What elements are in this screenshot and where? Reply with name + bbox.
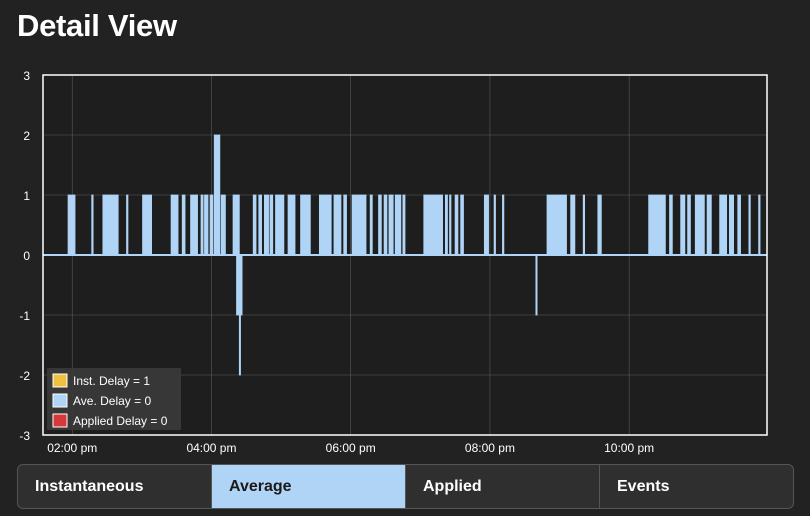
tab-applied[interactable]: Applied (406, 465, 600, 508)
legend-box (47, 368, 181, 430)
y-tick-label: 3 (23, 69, 30, 83)
series-pulse (449, 194, 452, 256)
series-pulse (648, 194, 666, 256)
series-pulse (220, 194, 226, 256)
y-tick-label: -1 (19, 309, 30, 323)
series-pulse (258, 194, 262, 256)
series-pulse (423, 194, 443, 256)
series-pulse (142, 194, 153, 256)
series-pulse (694, 194, 705, 256)
legend-swatch (52, 393, 68, 408)
x-tick-label: 06:00 pm (326, 441, 376, 455)
series-pulse (597, 194, 602, 256)
series-pulse (748, 194, 751, 256)
series-pulse (729, 194, 734, 256)
series-pulse (91, 194, 94, 256)
tab-instantaneous[interactable]: Instantaneous (18, 465, 212, 508)
y-tick-label: 0 (23, 249, 30, 263)
series-pulse (582, 194, 586, 256)
view-tabs: Instantaneous Average Applied Events (17, 464, 794, 509)
series-pulse (263, 194, 269, 256)
series-pulse (232, 194, 240, 256)
series-pulse (687, 194, 691, 256)
legend-label: Applied Delay = 0 (73, 414, 168, 428)
series-pulse (287, 194, 296, 256)
series-pulse (570, 194, 576, 256)
y-tick-label: 2 (23, 129, 30, 143)
series-pulse (402, 194, 406, 256)
x-tick-label: 02:00 pm (47, 441, 97, 455)
plot-border (42, 74, 768, 436)
x-tick-label: 04:00 pm (186, 441, 236, 455)
series-pulse (669, 194, 673, 256)
series-pulse (394, 194, 402, 256)
series-pulse (502, 194, 505, 256)
series-pulse (181, 194, 186, 256)
series-pulse (209, 194, 214, 256)
legend-label: Inst. Delay = 1 (73, 374, 150, 388)
page-title: Detail View (17, 8, 177, 43)
series-pulse (383, 194, 388, 256)
legend-swatch (52, 373, 68, 388)
tab-average[interactable]: Average (212, 465, 406, 508)
series-pulse (369, 194, 373, 256)
series-pulse (758, 194, 761, 256)
series-pulse (483, 194, 489, 256)
series-pulse (102, 194, 119, 256)
series-pulse (343, 194, 347, 256)
series-pulse (460, 194, 464, 256)
series-pulse (493, 194, 496, 256)
series-pulse (378, 194, 382, 256)
series-pulse (535, 254, 538, 316)
series-pulse (67, 194, 76, 256)
series-pulse (190, 194, 198, 256)
series-pulse (737, 194, 741, 256)
series-pulse (454, 194, 459, 256)
series-pulse (275, 194, 285, 256)
series-pulse (126, 194, 129, 256)
x-tick-label: 10:00 pm (604, 441, 654, 455)
legend-label: Ave. Delay = 0 (73, 394, 151, 408)
series-pulse (269, 194, 274, 256)
series-pulse (318, 194, 332, 256)
series-pulse (204, 194, 209, 256)
y-tick-label: -2 (19, 369, 30, 383)
series-pulse (252, 194, 257, 256)
series-pulse (706, 194, 712, 256)
series-pulse (546, 194, 567, 256)
y-tick-label: -3 (19, 429, 30, 443)
series-pulse (300, 194, 311, 256)
series-pulse (333, 194, 342, 256)
tab-events[interactable]: Events (617, 477, 670, 495)
legend-swatch (52, 413, 68, 428)
series-pulse (719, 194, 728, 256)
x-tick-label: 08:00 pm (465, 441, 515, 455)
series-pulse (238, 254, 241, 376)
delay-chart: 3 2 1 0 -1 -2 -3 02:00 pm 04:00 pm 06:00 pm 08:00 … (19, 69, 768, 455)
series-pulse (200, 194, 204, 256)
series-pulse (388, 194, 394, 256)
series-pulse (351, 194, 367, 256)
series-pulse (213, 134, 221, 256)
series-pulse (444, 194, 448, 256)
series-pulse (170, 194, 179, 256)
y-tick-label: 1 (23, 189, 30, 203)
series-pulse (680, 194, 686, 256)
